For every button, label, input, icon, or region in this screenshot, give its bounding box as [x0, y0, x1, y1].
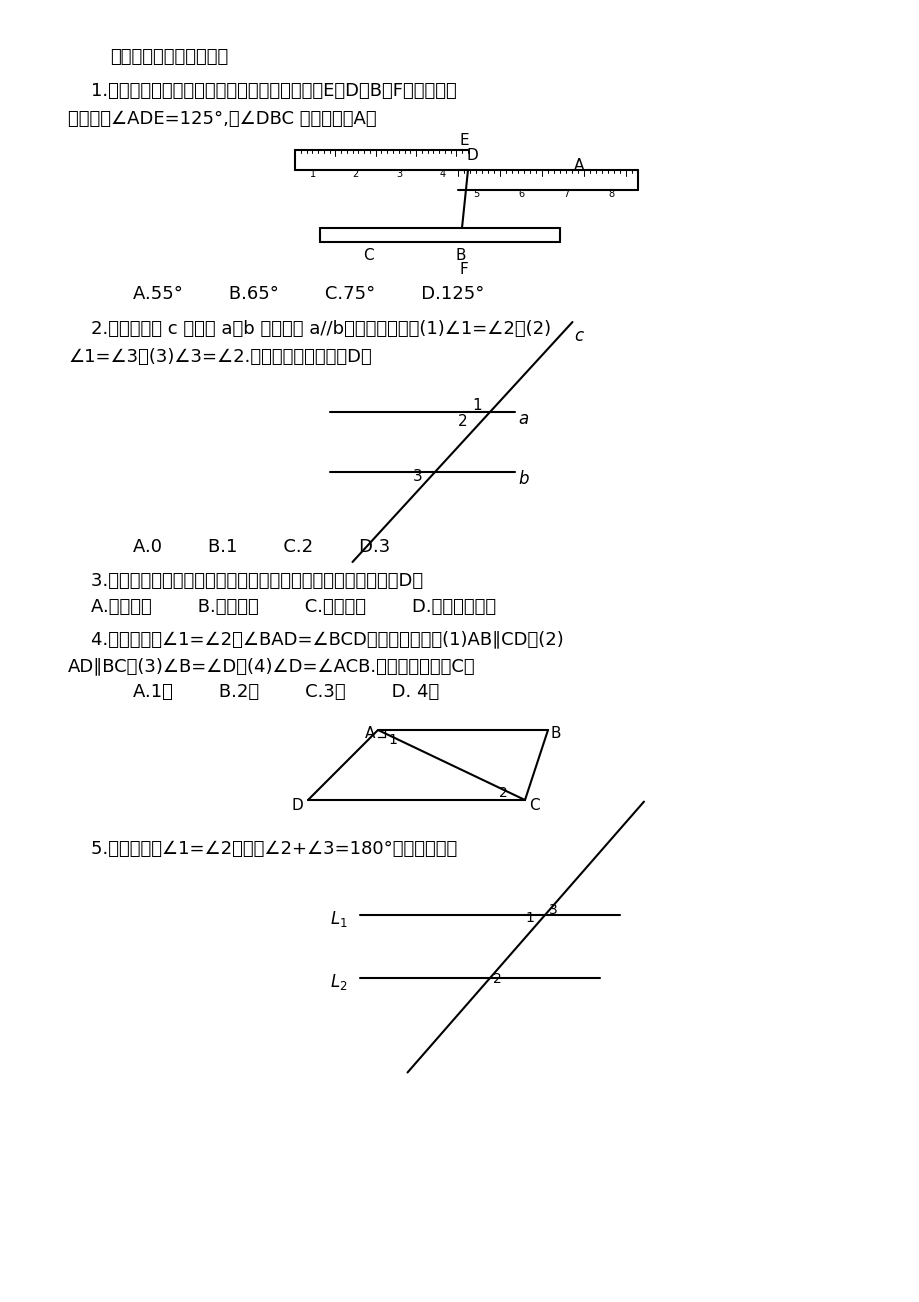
- Text: 4.如图，已知∠1=∠2，∠BAD=∠BCD，则下列结论：(1)AB∥CD；(2): 4.如图，已知∠1=∠2，∠BAD=∠BCD，则下列结论：(1)AB∥CD；(2…: [68, 630, 563, 648]
- Text: 三、运用新知，深化理解: 三、运用新知，深化理解: [110, 48, 228, 66]
- Text: 3: 3: [413, 469, 423, 484]
- Text: a: a: [517, 410, 528, 428]
- Text: A.0        B.1        C.2        D.3: A.0 B.1 C.2 D.3: [110, 538, 390, 556]
- Text: AD∥BC；(3)∠B=∠D；(4)∠D=∠ACB.其中正确的有（C）: AD∥BC；(3)∠B=∠D；(4)∠D=∠ACB.其中正确的有（C）: [68, 658, 475, 674]
- Text: c: c: [573, 327, 583, 345]
- Text: 1: 1: [388, 733, 396, 747]
- Text: 5.如图，如果∠1=∠2，那么∠2+∠3=180°吗？为什么？: 5.如图，如果∠1=∠2，那么∠2+∠3=180°吗？为什么？: [68, 840, 457, 858]
- Text: $L_2$: $L_2$: [330, 973, 347, 992]
- Text: C: C: [528, 798, 539, 812]
- Text: 2: 2: [458, 414, 467, 428]
- Text: F: F: [460, 262, 469, 277]
- Text: 2: 2: [352, 169, 358, 178]
- Text: D: D: [291, 798, 303, 812]
- Text: 3.如果两条直线被第三条直线所截，那么一组内错角的平分线（D）: 3.如果两条直线被第三条直线所截，那么一组内错角的平分线（D）: [68, 572, 423, 590]
- Text: ∠1=∠3；(3)∠3=∠2.其中正确的个数为（D）: ∠1=∠3；(3)∠3=∠2.其中正确的个数为（D）: [68, 348, 371, 366]
- Text: b: b: [517, 470, 528, 488]
- Text: C: C: [363, 247, 373, 263]
- Text: A.55°        B.65°        C.75°        D.125°: A.55° B.65° C.75° D.125°: [110, 285, 483, 303]
- Text: 3: 3: [549, 904, 557, 917]
- Text: 2.如图，直线 c 与直线 a，b 相交，且 a//b，则下列结论：(1)∠1=∠2；(2): 2.如图，直线 c 与直线 a，b 相交，且 a//b，则下列结论：(1)∠1=…: [68, 320, 550, 339]
- Text: 2: 2: [493, 973, 501, 986]
- Text: B: B: [550, 727, 561, 741]
- Text: 1: 1: [309, 169, 315, 178]
- Text: 8: 8: [607, 189, 614, 199]
- Text: $L_1$: $L_1$: [330, 909, 347, 930]
- Text: 3: 3: [396, 169, 402, 178]
- Text: B: B: [456, 247, 466, 263]
- Text: 2: 2: [498, 786, 507, 799]
- Text: D: D: [467, 148, 478, 163]
- Text: 1: 1: [471, 398, 482, 413]
- Text: A.互相垂直        B.互相平行        C.互相重合        D.以上均不正确: A.互相垂直 B.互相平行 C.互相重合 D.以上均不正确: [68, 598, 495, 616]
- Text: 5: 5: [473, 189, 479, 199]
- Text: E: E: [460, 133, 469, 148]
- Text: 6: 6: [518, 189, 524, 199]
- Text: A.1个        B.2个        C.3个        D. 4个: A.1个 B.2个 C.3个 D. 4个: [110, 684, 438, 700]
- Text: 7: 7: [562, 189, 569, 199]
- Text: A: A: [365, 727, 375, 741]
- Text: 线上，若∠ADE=125°,则∠DBC 的度数为（A）: 线上，若∠ADE=125°,则∠DBC 的度数为（A）: [68, 109, 376, 128]
- Text: A: A: [573, 158, 584, 173]
- Text: 1: 1: [525, 911, 533, 924]
- Text: 1.如图，一把长方形直尺沿直线断开并错位，点E，D，B，F在同一条直: 1.如图，一把长方形直尺沿直线断开并错位，点E，D，B，F在同一条直: [68, 82, 456, 100]
- Text: 4: 4: [439, 169, 445, 178]
